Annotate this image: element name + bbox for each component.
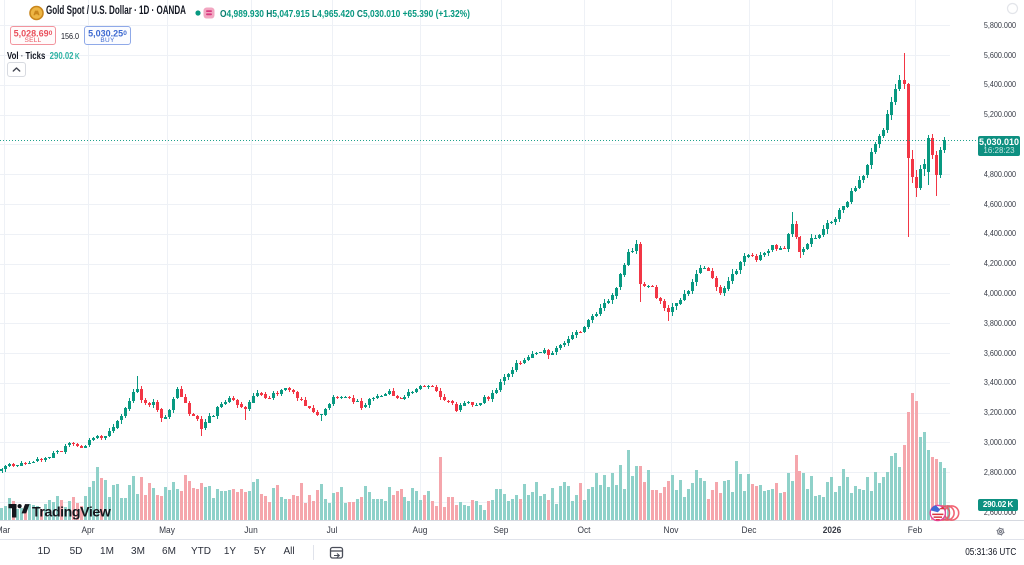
svg-text:TradingView: TradingView <box>32 505 112 521</box>
